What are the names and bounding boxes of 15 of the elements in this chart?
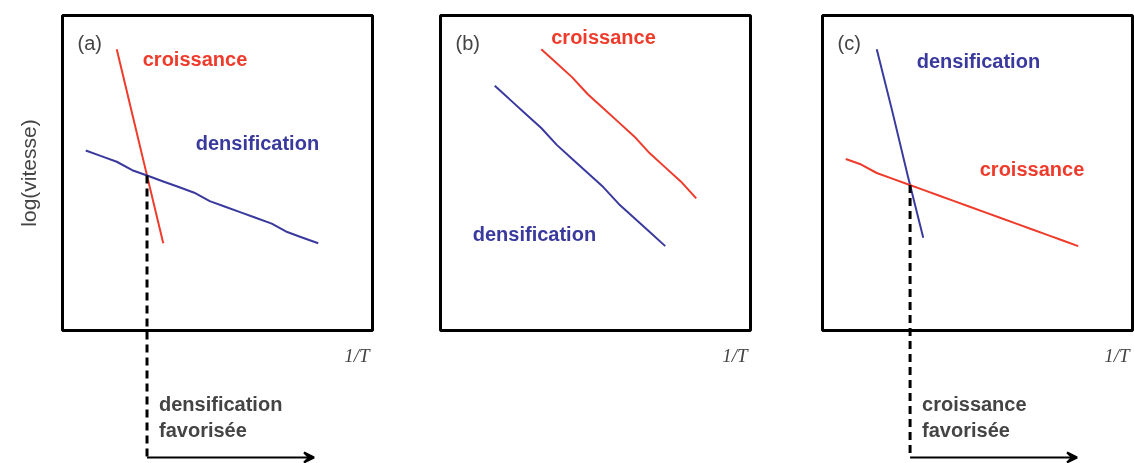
series-label: densification [472, 222, 597, 245]
x-axis-title: 1/T [344, 345, 371, 366]
series-label: densification [195, 131, 320, 154]
series-label: croissance [551, 26, 656, 49]
y-axis-title: log(vitesse) [17, 119, 40, 227]
series-label: croissance [142, 48, 248, 71]
text: densification favorisée [159, 392, 283, 441]
x-axis-title: 1/T [722, 345, 749, 366]
chart-title: (b) [455, 31, 480, 54]
chart-title: (c) [837, 31, 861, 54]
text: croissance favorisée [922, 392, 1027, 441]
series-label: densification [916, 50, 1041, 73]
series-label: croissance [979, 157, 1085, 180]
x-axis-title: 1/T [1104, 345, 1131, 366]
chart-title: (a) [77, 31, 102, 54]
